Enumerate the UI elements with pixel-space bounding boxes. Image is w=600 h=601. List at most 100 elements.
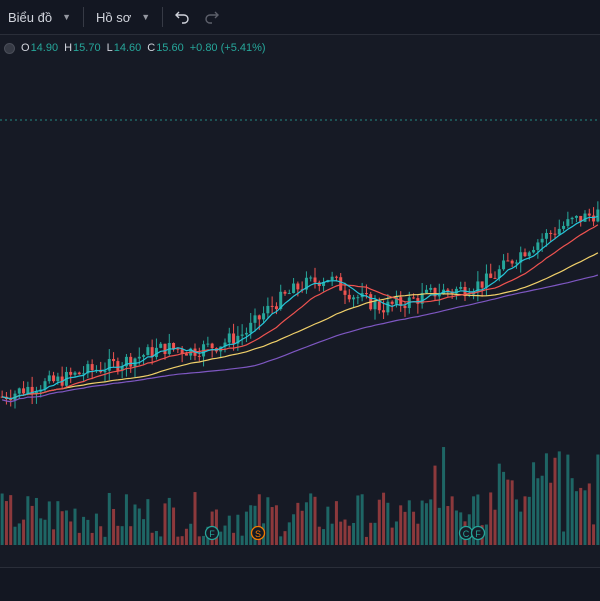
volume-bar bbox=[472, 496, 476, 545]
candle-body bbox=[206, 343, 210, 345]
volume-bar bbox=[420, 500, 424, 545]
volume-bar bbox=[163, 503, 167, 545]
ma-long-line bbox=[1, 274, 599, 403]
open-value: 14.90 bbox=[30, 42, 59, 54]
symbol-status-icon bbox=[4, 42, 15, 54]
volume-bar bbox=[129, 526, 133, 545]
volume-bar bbox=[399, 505, 403, 545]
candle-body bbox=[480, 281, 484, 288]
volume-bar bbox=[219, 531, 223, 545]
volume-bar bbox=[43, 519, 47, 545]
volume-bar bbox=[56, 501, 60, 545]
event-marker[interactable]: F bbox=[470, 525, 486, 541]
volume-bar bbox=[407, 500, 411, 545]
chevron-down-icon: ▼ bbox=[141, 12, 151, 22]
volume-bar bbox=[454, 510, 458, 545]
redo-button[interactable] bbox=[197, 0, 227, 34]
candle-body bbox=[26, 386, 30, 394]
volume-bar bbox=[30, 505, 34, 545]
candle-body bbox=[330, 276, 334, 281]
toolbar-divider bbox=[162, 7, 164, 27]
event-marker[interactable]: C bbox=[458, 525, 474, 541]
chevron-down-icon: ▼ bbox=[62, 12, 72, 22]
event-marker-circle bbox=[470, 525, 486, 541]
candle-body bbox=[429, 287, 433, 290]
redo-icon bbox=[205, 11, 220, 24]
volume-bar bbox=[394, 521, 398, 545]
volume-bar bbox=[94, 513, 98, 545]
volume-bar bbox=[502, 471, 506, 545]
volume-bar bbox=[339, 521, 343, 545]
event-marker[interactable]: F bbox=[204, 525, 220, 541]
volume-bar bbox=[82, 516, 86, 545]
profile-menu-button[interactable]: Hồ sơ ▼ bbox=[88, 0, 158, 34]
candle-body bbox=[163, 343, 167, 354]
candle-body bbox=[437, 294, 441, 297]
candle-body bbox=[339, 277, 343, 291]
candle-body bbox=[82, 373, 86, 375]
volume-bar bbox=[553, 457, 557, 545]
candle-body bbox=[446, 289, 450, 292]
candle-body bbox=[592, 215, 596, 222]
candle-body bbox=[262, 313, 266, 320]
volume-bar bbox=[523, 496, 527, 545]
candle-body bbox=[150, 347, 154, 358]
volume-bar bbox=[214, 509, 218, 545]
candle-body bbox=[69, 371, 73, 375]
volume-bar bbox=[133, 504, 137, 545]
low-label: L bbox=[106, 42, 113, 54]
volume-bar bbox=[433, 465, 437, 545]
chart-menu-button[interactable]: Biểu đồ ▼ bbox=[0, 0, 79, 34]
volume-bar bbox=[146, 499, 150, 545]
candle-body bbox=[197, 355, 201, 357]
volume-bar bbox=[360, 494, 364, 545]
ma-mid-line bbox=[1, 224, 599, 400]
volume-bar bbox=[304, 502, 308, 545]
event-marker-label: F bbox=[475, 529, 481, 539]
candle-body bbox=[240, 334, 244, 336]
volume-bar bbox=[17, 523, 21, 545]
volume-bar bbox=[403, 511, 407, 545]
event-marker-label: S bbox=[255, 529, 261, 539]
ohlc-legend: O 14.90 H 15.70 L 14.60 C 15.60 +0.80 (+… bbox=[4, 40, 272, 56]
volume-bar bbox=[116, 525, 120, 545]
candle-body bbox=[562, 225, 566, 229]
candle-body bbox=[120, 366, 124, 371]
candle-body bbox=[570, 217, 574, 220]
volume-bar bbox=[536, 478, 540, 545]
undo-button[interactable] bbox=[167, 0, 197, 34]
candle-body bbox=[159, 343, 163, 348]
volume-bar bbox=[587, 483, 591, 545]
volume-bar bbox=[159, 536, 163, 545]
volume-bar bbox=[137, 508, 141, 545]
candle-body bbox=[244, 332, 248, 335]
candle-body bbox=[47, 375, 51, 382]
volume-bar bbox=[424, 503, 428, 545]
volume-bar bbox=[236, 514, 240, 545]
candle-body bbox=[373, 301, 377, 310]
candle-body bbox=[270, 305, 274, 307]
volume-bar bbox=[442, 447, 446, 545]
volume-bar bbox=[13, 526, 17, 545]
volume-bar bbox=[527, 496, 531, 545]
volume-bar bbox=[64, 510, 68, 545]
candle-body bbox=[304, 277, 308, 290]
candle-body bbox=[86, 364, 90, 374]
candle-body bbox=[107, 359, 111, 371]
candle-body bbox=[249, 322, 253, 333]
candle-body bbox=[322, 282, 326, 287]
volume-bar bbox=[227, 515, 231, 545]
candle-body bbox=[43, 381, 47, 390]
candle-body bbox=[484, 273, 488, 288]
event-marker[interactable]: S bbox=[250, 525, 266, 541]
candle-body bbox=[553, 233, 557, 235]
candle-body bbox=[184, 353, 188, 356]
volume-bar bbox=[412, 511, 416, 545]
candle-body bbox=[223, 342, 227, 347]
candle-body bbox=[22, 388, 26, 394]
volume-bar bbox=[283, 531, 287, 545]
candle-body bbox=[386, 301, 390, 313]
candle-body bbox=[180, 349, 184, 354]
volume-bar bbox=[484, 524, 488, 545]
